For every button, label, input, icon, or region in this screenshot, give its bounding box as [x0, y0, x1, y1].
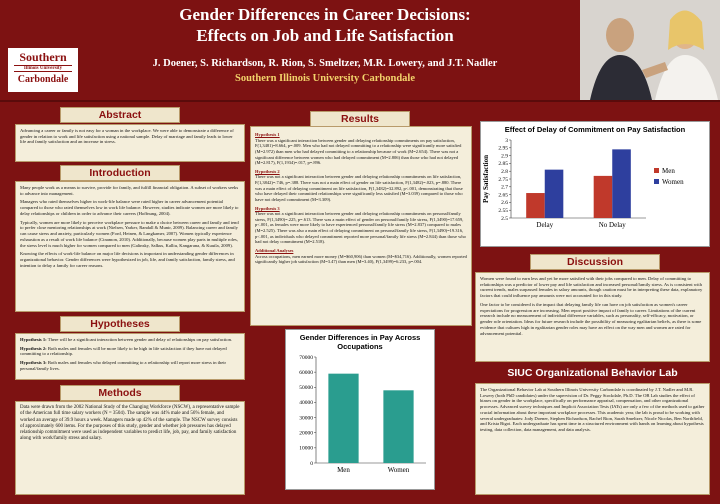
text: Both males and females who delayed commi… [20, 360, 227, 371]
chart-title: Gender Differences in Pay Across Occupat… [299, 333, 421, 351]
methods: Data were drawn from the 2002 National S… [15, 401, 245, 495]
authors: J. Doener, S. Richardson, R. Rion, S. Sm… [152, 58, 498, 69]
bar [526, 193, 545, 218]
bar [544, 169, 564, 218]
section-heading: Introduction [60, 165, 180, 181]
discussion: Women were found to earn less and yet be… [475, 272, 710, 362]
logo-line: Southern [19, 50, 67, 64]
y-tick-label: 2.8 [501, 169, 508, 175]
text: Advancing a career or family is not easy… [20, 128, 234, 145]
bar [328, 373, 359, 463]
section-heading: Methods [60, 385, 180, 401]
text: Managers who rated themselves higher in … [20, 199, 239, 216]
y-tick-label: 50000 [299, 385, 313, 391]
university: Southern Illinois University Carbondale [235, 73, 415, 84]
legend-swatch [654, 168, 659, 173]
text: There will be a significant interaction … [47, 337, 233, 342]
logo-line: Carbondale [17, 74, 69, 85]
abstract: Advancing a career or family is not easy… [15, 124, 245, 162]
chart-title: Effect of Delay of Commitment on Pay Sat… [504, 125, 686, 134]
label: Hypothesis 3: [20, 360, 47, 366]
introduction: Many people work as a means to survive, … [15, 181, 245, 312]
text: There was not a significant interaction … [255, 211, 466, 245]
label: Hypothesis 2: [20, 345, 47, 351]
y-tick-label: 2.95 [498, 146, 508, 152]
subheading: Hypothesis 3 [255, 205, 280, 211]
text: The Organizational Behavior Lab at South… [480, 387, 705, 433]
text: There was not a significant interaction … [255, 174, 463, 202]
y-tick-label: 20000 [299, 431, 313, 437]
text: Data were drawn from the 2002 National S… [20, 405, 240, 442]
logo-line: Illinois University [14, 65, 72, 72]
section-heading: Hypotheses [60, 316, 180, 332]
y-tick-label: 2.65 [498, 192, 508, 198]
y-tick-label: 2.9 [501, 153, 508, 159]
label: Hypothesis 1: [20, 337, 47, 342]
chart: Gender Differences in Pay Across Occupat… [285, 329, 435, 490]
photo [580, 0, 720, 100]
hypothesis: Hypothesis 3: Both males and females who… [20, 360, 240, 371]
y-tick-label: 2.55 [498, 208, 508, 214]
hypothesis: Hypothesis 2: Both males and females wil… [20, 346, 240, 357]
section-heading: Discussion [530, 254, 660, 270]
hypotheses: Hypothesis 1: There will be a significan… [15, 333, 245, 380]
text: Across occupations, men earned more mone… [255, 253, 467, 265]
hypothesis: Hypothesis 1: There will be a significan… [20, 337, 240, 343]
text: Many people work as a means to survive, … [20, 185, 239, 196]
results: Hypothesis 1 There was a significant inte… [250, 126, 472, 326]
text: Knowing the effects of work-life balance… [20, 251, 235, 268]
section-heading: SIUC Organizational Behavior Lab [507, 367, 678, 379]
section-heading: Results [310, 111, 410, 127]
title-line: Gender Differences in Career Decisions: [179, 5, 471, 24]
y-tick-label: 2.6 [501, 200, 508, 206]
y-tick-label: 10000 [299, 446, 313, 452]
title: Gender Differences in Career Decisions: … [90, 4, 560, 46]
title-line: Effects on Job and Life Satisfaction [196, 26, 454, 45]
section-heading: Abstract [60, 107, 180, 123]
y-tick-label: 60000 [299, 370, 313, 376]
legend-label: Men [662, 167, 675, 175]
text: One factor to be considered is the impac… [480, 301, 702, 336]
x-tick-label: Women [388, 466, 410, 474]
plot: 2.5 2.55 2.6 2.652.7 2.75 2.8 2.85 2.92.95 3 Pay … [482, 138, 684, 229]
y-tick-label: 70000 [299, 355, 313, 361]
y-tick-label: 2.75 [498, 177, 508, 183]
bar [593, 175, 613, 218]
plot: 0 10000 20000 30000 40000 50000 60000 70000 Men W… [299, 355, 426, 474]
y-tick-label: 3 [505, 138, 508, 144]
subheading: Hypothesis 1 [255, 132, 280, 137]
legend-swatch [654, 179, 659, 184]
x-tick-label: Delay [536, 221, 553, 229]
y-tick-label: 0 [310, 461, 313, 467]
bar [383, 390, 414, 463]
y-tick-label: 2.5 [501, 216, 508, 222]
subheading: Hypothesis 2 [255, 168, 280, 174]
x-tick-label: No Delay [599, 221, 627, 229]
text: Both males and females will be more like… [20, 345, 227, 357]
y-tick-label: 40000 [299, 400, 313, 406]
legend-label: Women [662, 178, 684, 186]
y-tick-label: 30000 [299, 415, 313, 421]
subheading: Additional Analyses [255, 247, 294, 253]
y-axis-label: Pay Satisfaction [482, 155, 490, 203]
text: Women were found to earn less and yet be… [480, 276, 703, 299]
y-tick-label: 2.85 [498, 161, 508, 167]
y-tick-label: 2.7 [501, 185, 508, 191]
bar [612, 149, 631, 218]
lab: The Organizational Behavior Lab at South… [475, 383, 710, 495]
text: There was a significant interaction betw… [255, 137, 462, 166]
divider [0, 100, 720, 102]
text: Typically, women are more likely to perc… [20, 219, 239, 248]
x-tick-label: Men [337, 466, 350, 474]
chart: Effect of Delay of Commitment on Pay Sat… [480, 121, 710, 247]
logo: Southern Illinois University Carbondale [8, 48, 78, 92]
